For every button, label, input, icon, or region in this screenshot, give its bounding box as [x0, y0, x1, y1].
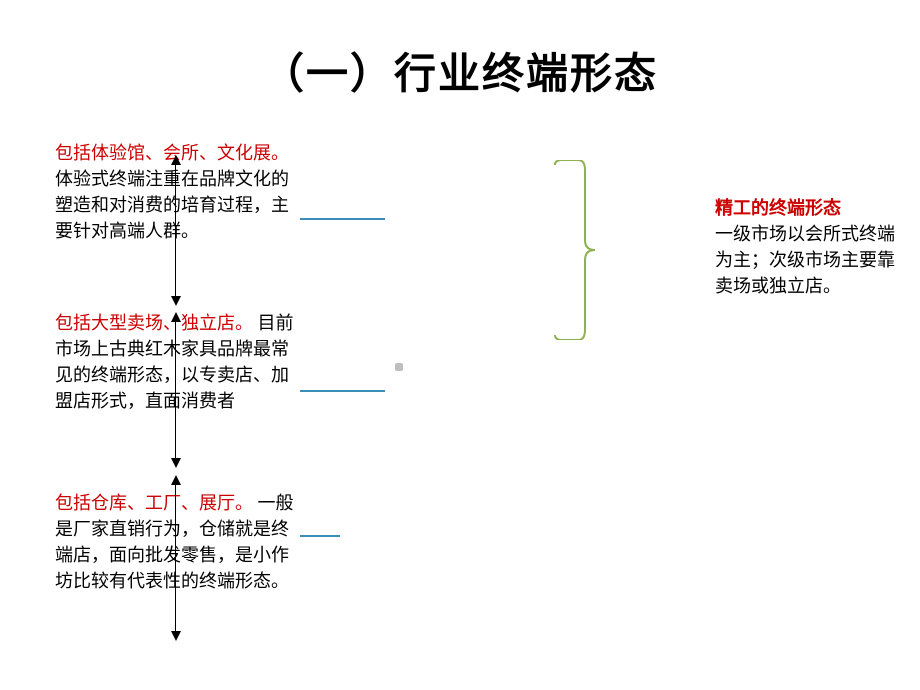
block-1-body: 体验式终端注重在品牌文化的塑造和对消费的培育过程，主要针对高端人群。: [55, 169, 289, 241]
axis-seg-1: [175, 163, 176, 298]
slide-title: （一）行业终端形态: [0, 40, 920, 101]
right-block-body: 一级市场以会所式终端为主；次级市场主要靠卖场或独立店。: [715, 221, 895, 299]
axis-arrow-down-1: [171, 296, 181, 306]
axis-arrow-down-3: [171, 631, 181, 641]
axis-arrow-down-2: [171, 458, 181, 468]
right-block: 精工的终端形态 一级市场以会所式终端为主；次级市场主要靠卖场或独立店。: [715, 195, 895, 299]
placeholder-dot-icon: [395, 363, 403, 371]
block-3-red: 包括仓库、工厂、展厅。: [55, 493, 253, 513]
connector-line-1: [300, 218, 385, 220]
right-block-title: 精工的终端形态: [715, 195, 895, 221]
axis-seg-3: [175, 483, 176, 633]
connector-line-2: [300, 390, 385, 392]
connector-line-3: [300, 535, 340, 537]
brace-icon: [550, 160, 600, 340]
block-2-red: 包括大型卖场、独立店。: [55, 313, 253, 333]
axis-seg-2: [175, 320, 176, 460]
